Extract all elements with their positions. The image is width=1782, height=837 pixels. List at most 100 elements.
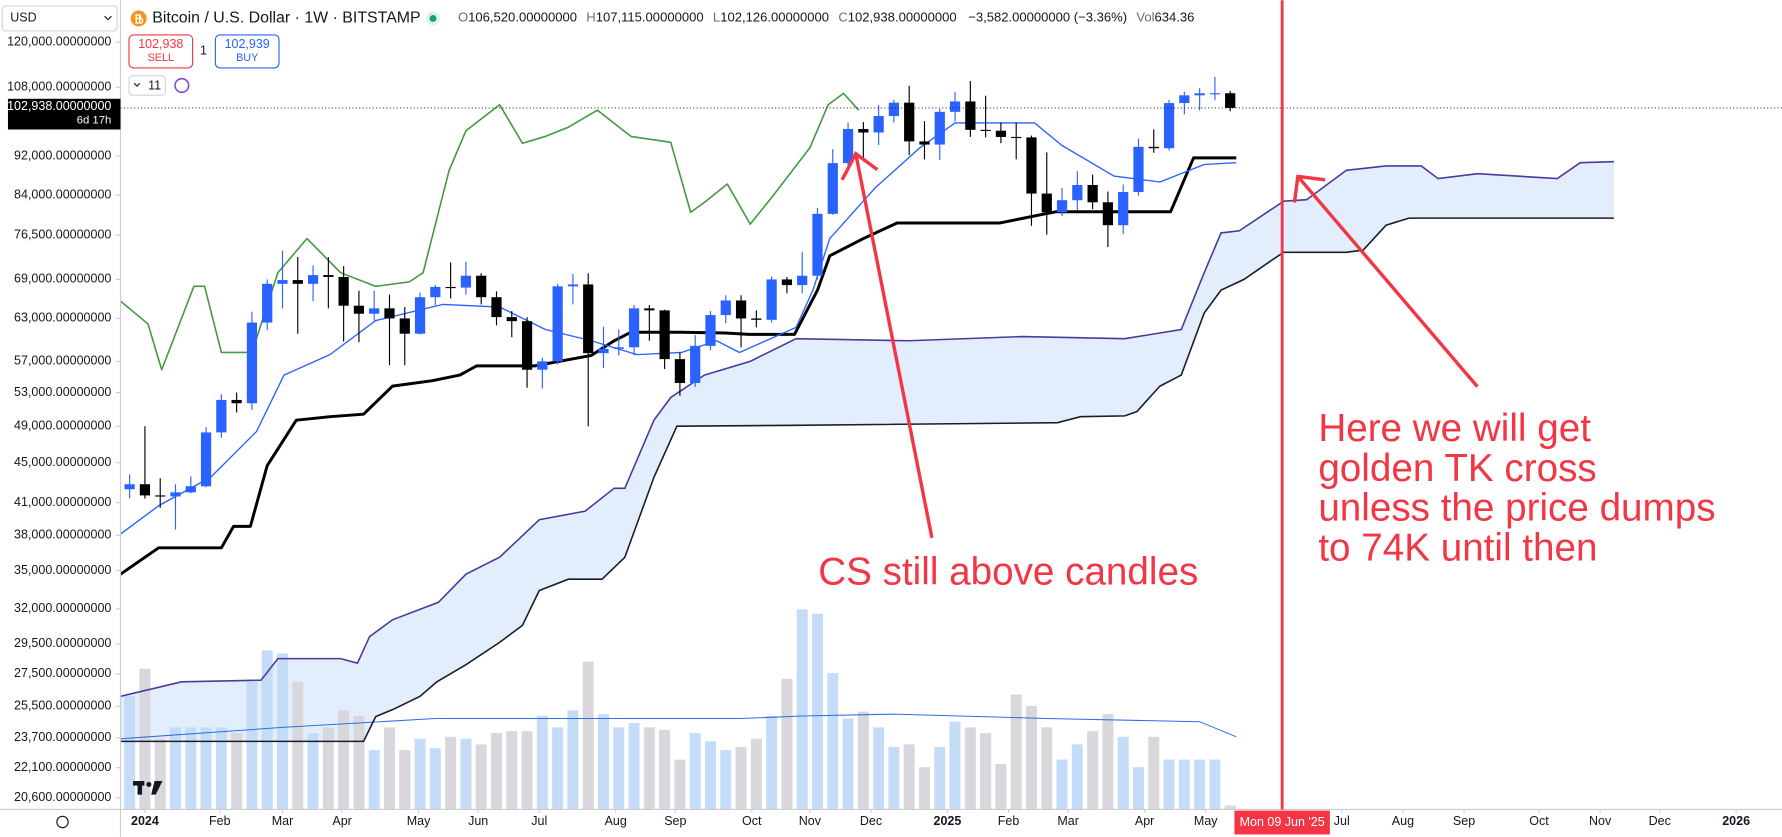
volume-bar — [796, 609, 808, 810]
y-tick-label: 25,500.00000000 — [14, 699, 111, 713]
candle-body — [720, 300, 731, 316]
candle-body — [506, 317, 517, 322]
sync-icon[interactable] — [174, 77, 190, 94]
volume-bar — [1163, 759, 1175, 810]
volume-bar — [139, 668, 151, 810]
volume-bar — [811, 613, 823, 810]
ohlc-key: O — [458, 10, 468, 25]
volume-bar — [261, 650, 273, 810]
volume-bar — [1132, 767, 1144, 810]
currency-select[interactable] — [1, 5, 118, 32]
x-tick-label: Feb — [209, 814, 231, 828]
candle-body — [781, 279, 793, 286]
volume-bar — [1194, 759, 1206, 810]
candle-body — [384, 308, 395, 319]
candle-body — [644, 308, 655, 311]
volume-bar — [903, 744, 915, 810]
candle-body — [949, 101, 961, 112]
candle-body — [1148, 146, 1159, 149]
market-status-dot — [429, 15, 437, 22]
candle-body — [751, 318, 762, 320]
y-tick-label: 69,000.00000000 — [14, 272, 111, 286]
y-tick-label: 32,000.00000000 — [14, 601, 111, 615]
y-tick-label: 29,500.00000000 — [14, 636, 111, 650]
chevron-icon — [133, 82, 141, 87]
candle-body — [1041, 193, 1052, 213]
candle-body — [858, 128, 869, 133]
volume-bar — [246, 681, 258, 810]
candle-body — [307, 275, 319, 284]
axes: 120,000.00000000 108,000.00000000 92,000.0… — [7, 34, 1750, 828]
ohlc-value: 106,520.00000000 — [468, 10, 577, 25]
change-value: −3,582.00000000 (−3.36%) — [968, 10, 1127, 25]
y-tick-label: 92,000.00000000 — [14, 148, 111, 162]
indicator-line — [120, 92, 860, 371]
sell-price: 102,938 — [138, 37, 183, 51]
x-tick-label: Aug — [605, 814, 627, 828]
candle-body — [369, 308, 380, 314]
candle-body — [414, 297, 426, 334]
crosshair-label: Mon 09 Jun '25 — [1240, 815, 1325, 829]
candle-body — [399, 318, 410, 334]
ohlc-key: L — [713, 10, 720, 25]
candle-body — [460, 275, 472, 288]
crosshair-label-box — [1234, 810, 1330, 835]
candle-body — [919, 141, 930, 145]
volume-bar — [980, 733, 992, 810]
volume-bar — [154, 738, 166, 810]
x-tick-label: Nov — [799, 814, 822, 828]
candle-body — [552, 286, 563, 362]
logo-part — [137, 781, 143, 795]
volume-bar — [1102, 714, 1114, 810]
candle-body — [1194, 93, 1205, 96]
x-tick-label: 2025 — [934, 814, 962, 828]
candle-body — [1072, 184, 1083, 201]
volume-bar — [169, 727, 181, 810]
indicators-toggle[interactable] — [128, 75, 166, 96]
candle-body — [613, 347, 624, 349]
candle-body — [705, 315, 716, 346]
buy-button[interactable] — [214, 34, 280, 69]
candle-body — [246, 322, 258, 404]
volume-bar — [964, 727, 976, 810]
candle-body — [292, 280, 303, 284]
y-tick-label: 23,700.00000000 — [14, 730, 111, 744]
volume-bar — [353, 716, 365, 810]
x-tick-label: Mar — [1057, 814, 1079, 828]
candle-body — [491, 297, 502, 318]
volume-bar — [659, 729, 671, 810]
x-tick-label: Apr — [332, 814, 351, 828]
x-tick-label: Dec — [1649, 814, 1671, 828]
settings-icon[interactable] — [56, 815, 69, 829]
volume-bar — [781, 678, 793, 810]
annotation-arrow — [840, 151, 934, 539]
volume-bar — [1056, 759, 1068, 810]
cloud-span-line — [120, 160, 1614, 698]
annotation-text: unless the price dumps — [1318, 487, 1715, 530]
volume-bar — [857, 711, 869, 810]
candle-body — [1056, 200, 1068, 213]
volume-bar — [934, 746, 946, 810]
volume-bar — [1071, 744, 1083, 810]
volume-bar — [429, 748, 441, 810]
candle-body — [888, 102, 900, 117]
y-tick-label: 76,500.00000000 — [14, 227, 111, 241]
x-tick-label: Oct — [1529, 814, 1549, 828]
candle-body — [1209, 93, 1221, 95]
sell-button[interactable] — [128, 34, 194, 69]
candle-body — [567, 284, 579, 287]
candle-body — [1179, 95, 1190, 104]
plot-area — [120, 76, 1782, 810]
candle-body — [1026, 137, 1037, 194]
annotations: CS still above candles Here we will get … — [818, 151, 1716, 593]
candle-body — [445, 286, 456, 289]
volume-bar — [582, 661, 594, 810]
volume-bar — [674, 759, 686, 810]
candle-body — [200, 432, 212, 487]
candle-body — [628, 308, 640, 348]
ohlc-value: 102,126.00000000 — [720, 10, 829, 25]
x-tick-label: Feb — [998, 814, 1020, 828]
ohlc-readout: O106,520.00000000 H107,115.00000000 L102… — [458, 10, 1194, 25]
volume-key: Vol — [1136, 10, 1154, 25]
ichimoku-cloud — [120, 161, 1614, 742]
